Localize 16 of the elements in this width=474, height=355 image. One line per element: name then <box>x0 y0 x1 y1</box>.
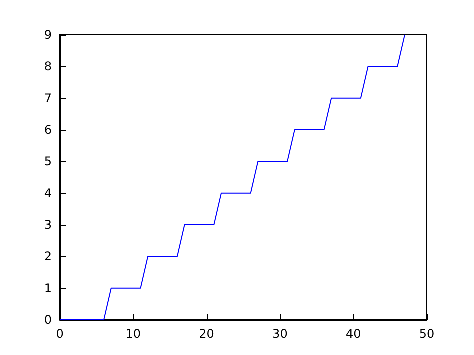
x-tick-label: 50 <box>419 327 435 341</box>
y-tick-label: 6 <box>44 123 52 137</box>
y-tick-label: 4 <box>44 186 52 200</box>
y-tick-label: 0 <box>44 313 52 327</box>
x-tick-label: 10 <box>126 327 142 341</box>
x-tick-label: 30 <box>272 327 288 341</box>
y-tick-label: 2 <box>44 250 52 264</box>
y-tick-label: 1 <box>44 281 52 296</box>
x-tick-label: 40 <box>346 327 362 341</box>
y-tick-label: 3 <box>44 218 52 232</box>
y-tick-label: 5 <box>44 154 52 169</box>
y-tick-label: 8 <box>44 60 52 74</box>
y-tick-label: 7 <box>44 91 52 106</box>
x-tick-label: 0 <box>56 327 64 341</box>
x-tick-label: 20 <box>199 327 214 341</box>
y-tick-label: 9 <box>44 28 52 42</box>
